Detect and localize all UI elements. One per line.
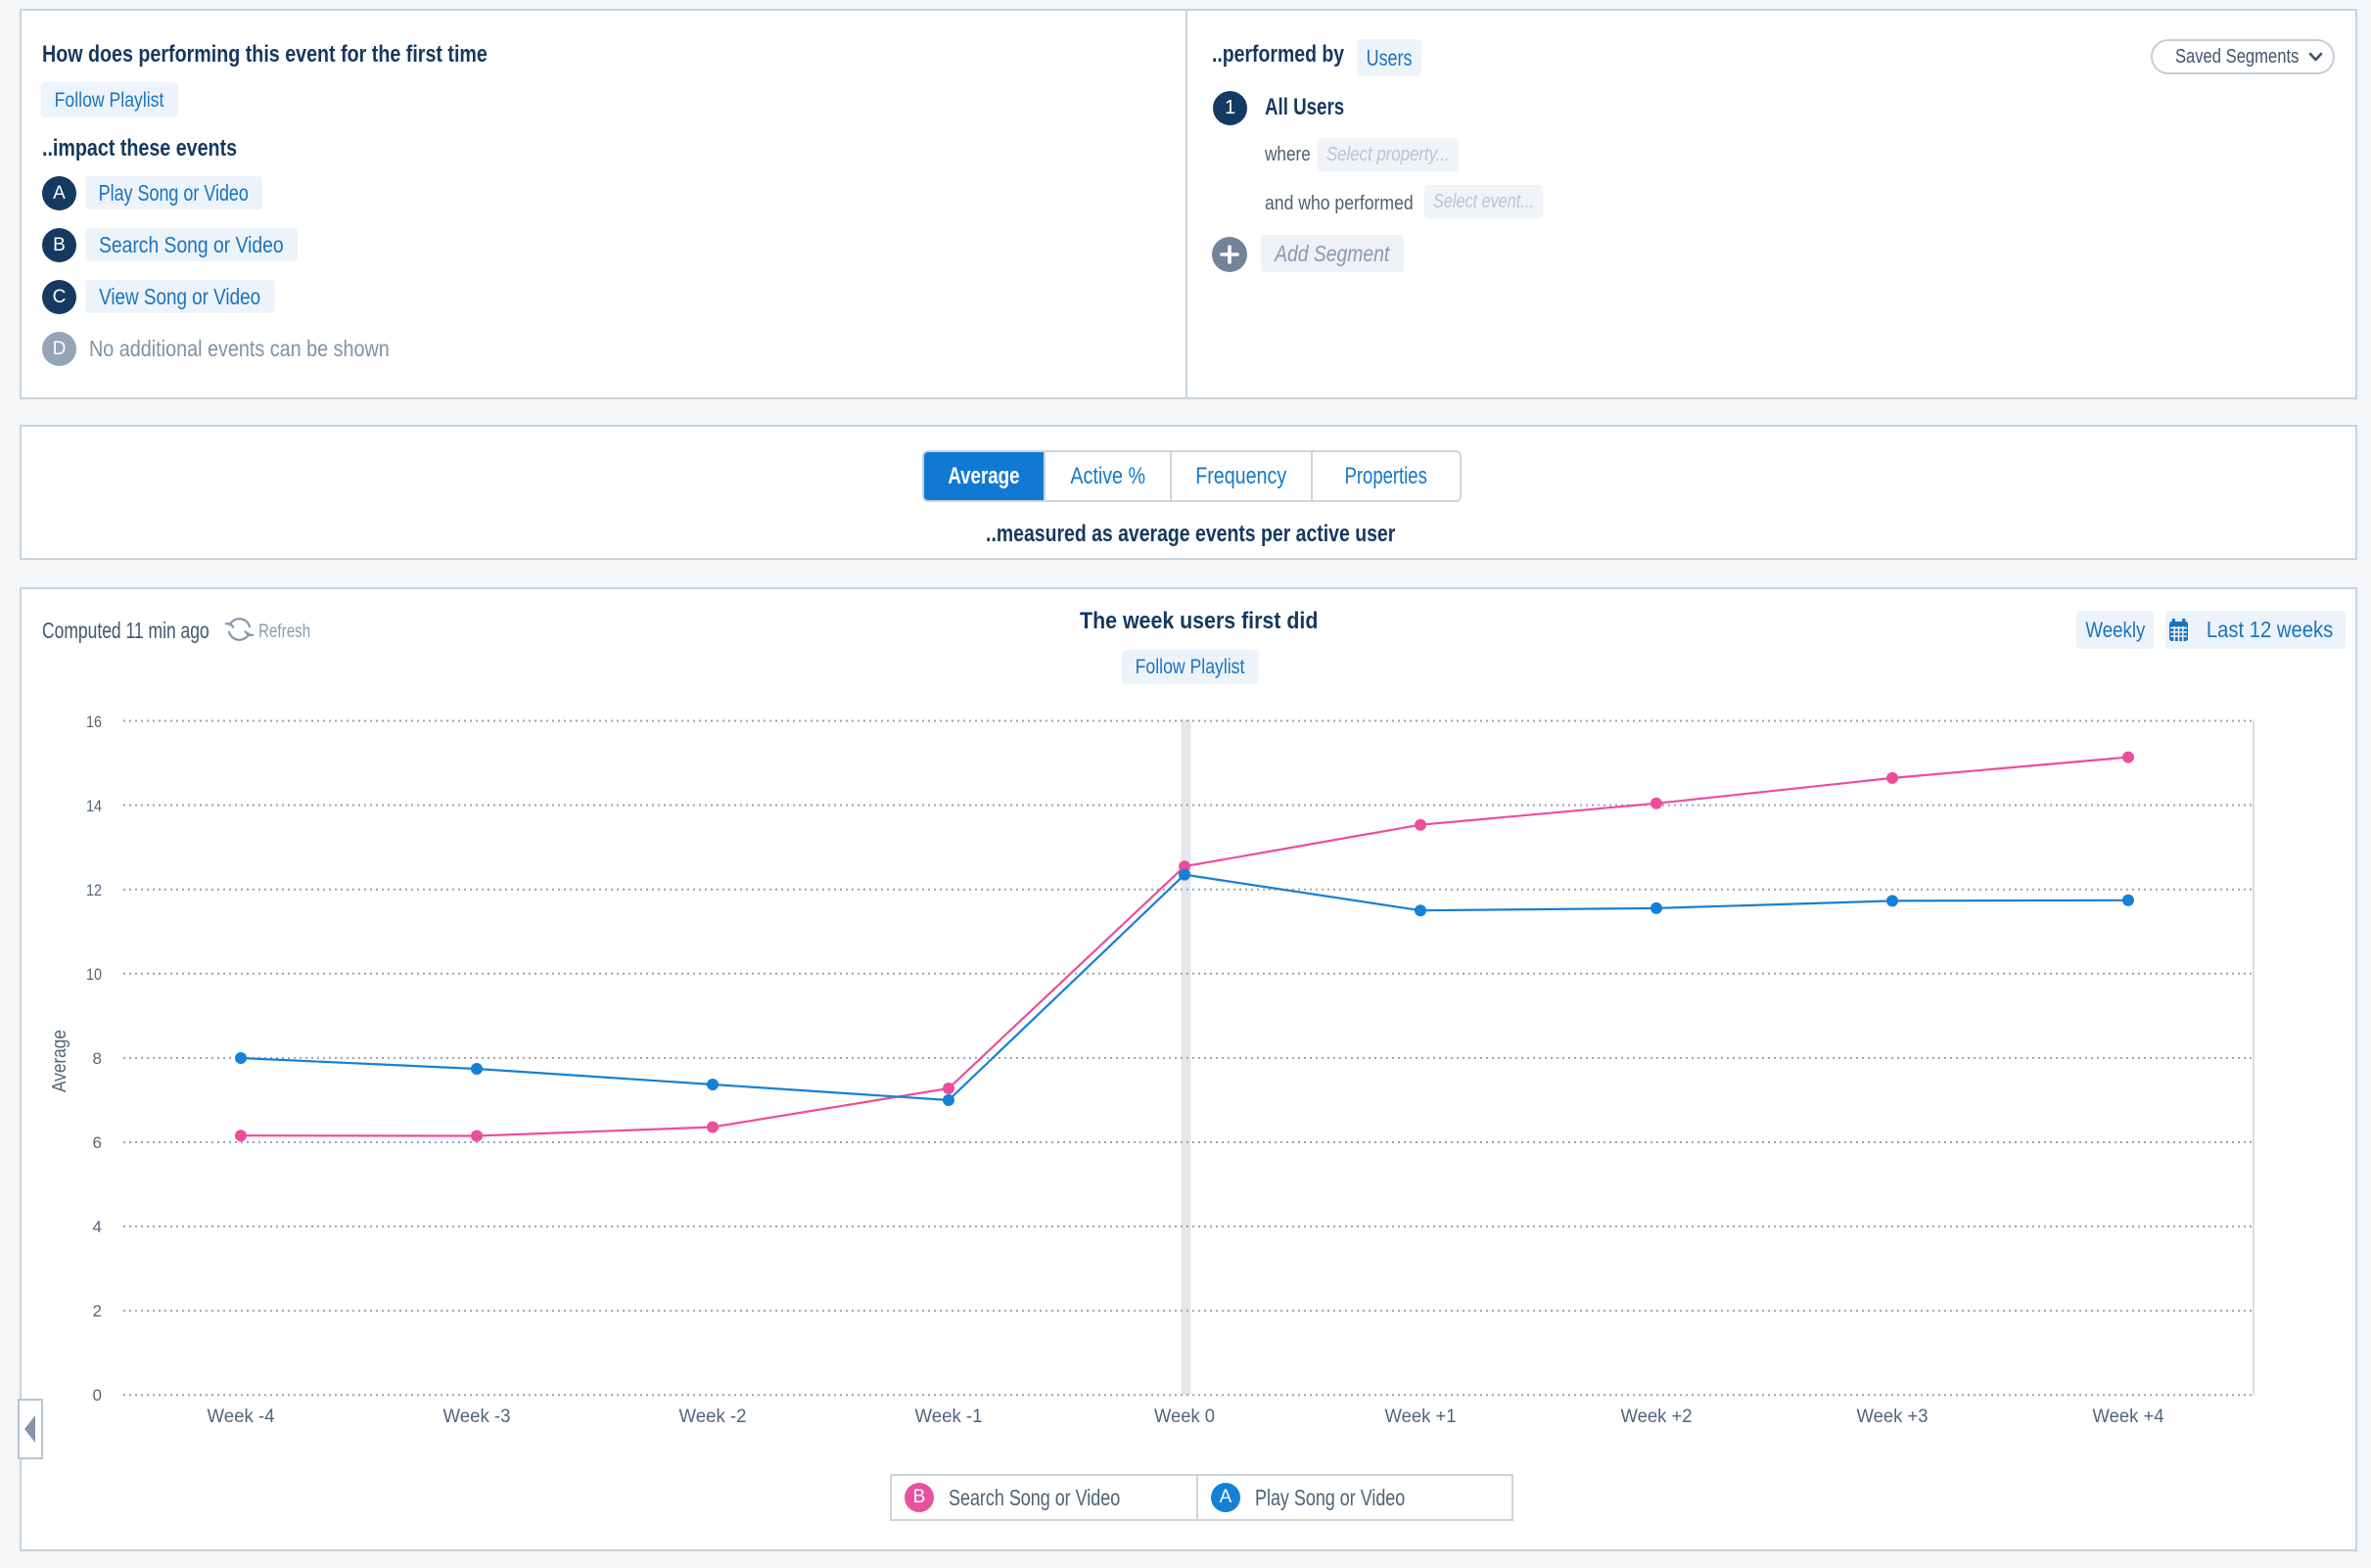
svg-text:8: 8 bbox=[93, 1049, 102, 1068]
svg-text:Week -4: Week -4 bbox=[208, 1407, 275, 1427]
svg-text:Week +2: Week +2 bbox=[1621, 1407, 1693, 1427]
svg-text:Average: Average bbox=[49, 1030, 70, 1092]
svg-text:6: 6 bbox=[93, 1133, 102, 1152]
svg-text:Week 0: Week 0 bbox=[1154, 1407, 1215, 1427]
svg-text:12: 12 bbox=[86, 881, 102, 899]
svg-text:14: 14 bbox=[86, 797, 102, 815]
svg-text:Week -2: Week -2 bbox=[679, 1407, 747, 1427]
svg-text:2: 2 bbox=[93, 1302, 102, 1320]
svg-text:Week -3: Week -3 bbox=[443, 1407, 511, 1427]
svg-text:16: 16 bbox=[86, 713, 102, 731]
svg-text:Week +4: Week +4 bbox=[2093, 1407, 2164, 1427]
svg-text:Week -1: Week -1 bbox=[915, 1407, 983, 1427]
svg-text:Week +1: Week +1 bbox=[1385, 1407, 1457, 1427]
svg-text:Week +3: Week +3 bbox=[1857, 1407, 1929, 1427]
svg-text:0: 0 bbox=[93, 1386, 102, 1405]
svg-text:4: 4 bbox=[93, 1218, 102, 1236]
svg-text:10: 10 bbox=[86, 965, 102, 984]
